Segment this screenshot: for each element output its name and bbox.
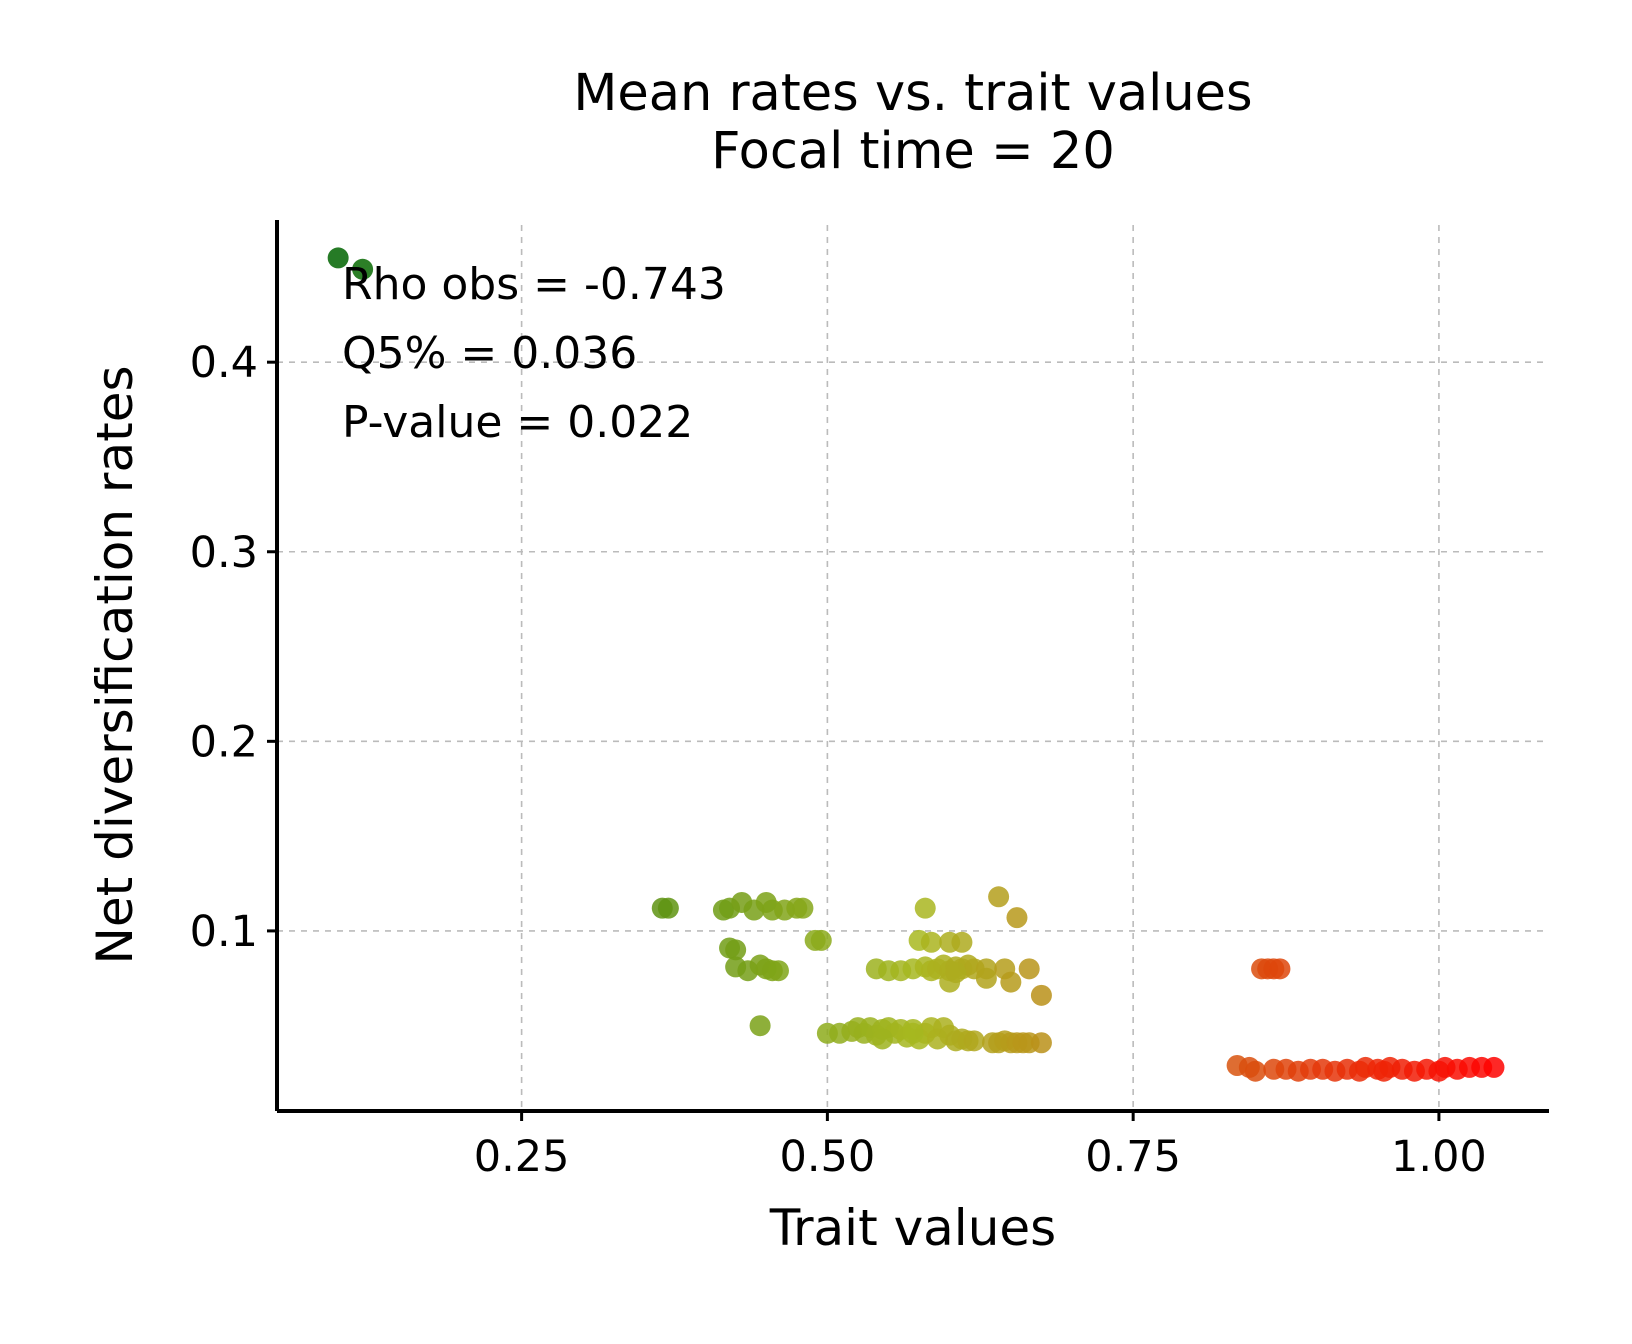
data-point: [920, 931, 942, 953]
data-point: [657, 897, 679, 919]
y-tick-label: 0.2: [190, 717, 258, 767]
annotation-q5: Q5% = 0.036: [342, 328, 637, 379]
y-axis-ticks: 0.1 0.2 0.3 0.4: [190, 338, 277, 957]
annotation-pvalue: P-value = 0.022: [342, 397, 693, 448]
data-point: [871, 1028, 893, 1050]
data-point: [1244, 1060, 1266, 1082]
data-point: [725, 939, 747, 961]
x-tick-label: 0.50: [780, 1132, 876, 1182]
data-point: [975, 967, 997, 989]
y-tick-label: 0.1: [190, 907, 258, 957]
data-point: [1483, 1056, 1505, 1078]
data-point: [810, 929, 832, 951]
x-axis-ticks: 0.25 0.50 0.75 1.00: [474, 1111, 1487, 1182]
data-point: [951, 931, 973, 953]
x-tick-label: 0.25: [474, 1132, 570, 1182]
y-axis-label: Net diversification rates: [86, 365, 144, 964]
annotation-rho: Rho obs = -0.743: [342, 259, 726, 310]
x-tick-label: 0.75: [1085, 1132, 1181, 1182]
data-point: [352, 258, 374, 280]
data-point: [1018, 958, 1040, 980]
data-point: [1030, 984, 1052, 1006]
y-tick-label: 0.3: [190, 528, 258, 578]
data-point: [1030, 1032, 1052, 1054]
data-point: [1269, 958, 1291, 980]
chart-title: Mean rates vs. trait values: [573, 64, 1252, 123]
chart-subtitle: Focal time = 20: [711, 122, 1115, 181]
data-point: [1006, 907, 1028, 929]
x-axis-label: Trait values: [769, 1199, 1056, 1257]
data-point: [945, 962, 967, 984]
data-point: [988, 886, 1010, 908]
data-point: [902, 1022, 924, 1044]
y-tick-label: 0.4: [190, 338, 258, 388]
x-tick-label: 1.00: [1391, 1132, 1487, 1182]
grid-lines: [277, 225, 1549, 1111]
data-point: [327, 247, 349, 269]
data-point: [749, 1015, 771, 1037]
data-points: [327, 247, 1505, 1082]
data-point: [792, 897, 814, 919]
data-point: [914, 897, 936, 919]
data-point: [1000, 971, 1022, 993]
data-point: [963, 1030, 985, 1052]
data-point: [767, 960, 789, 982]
